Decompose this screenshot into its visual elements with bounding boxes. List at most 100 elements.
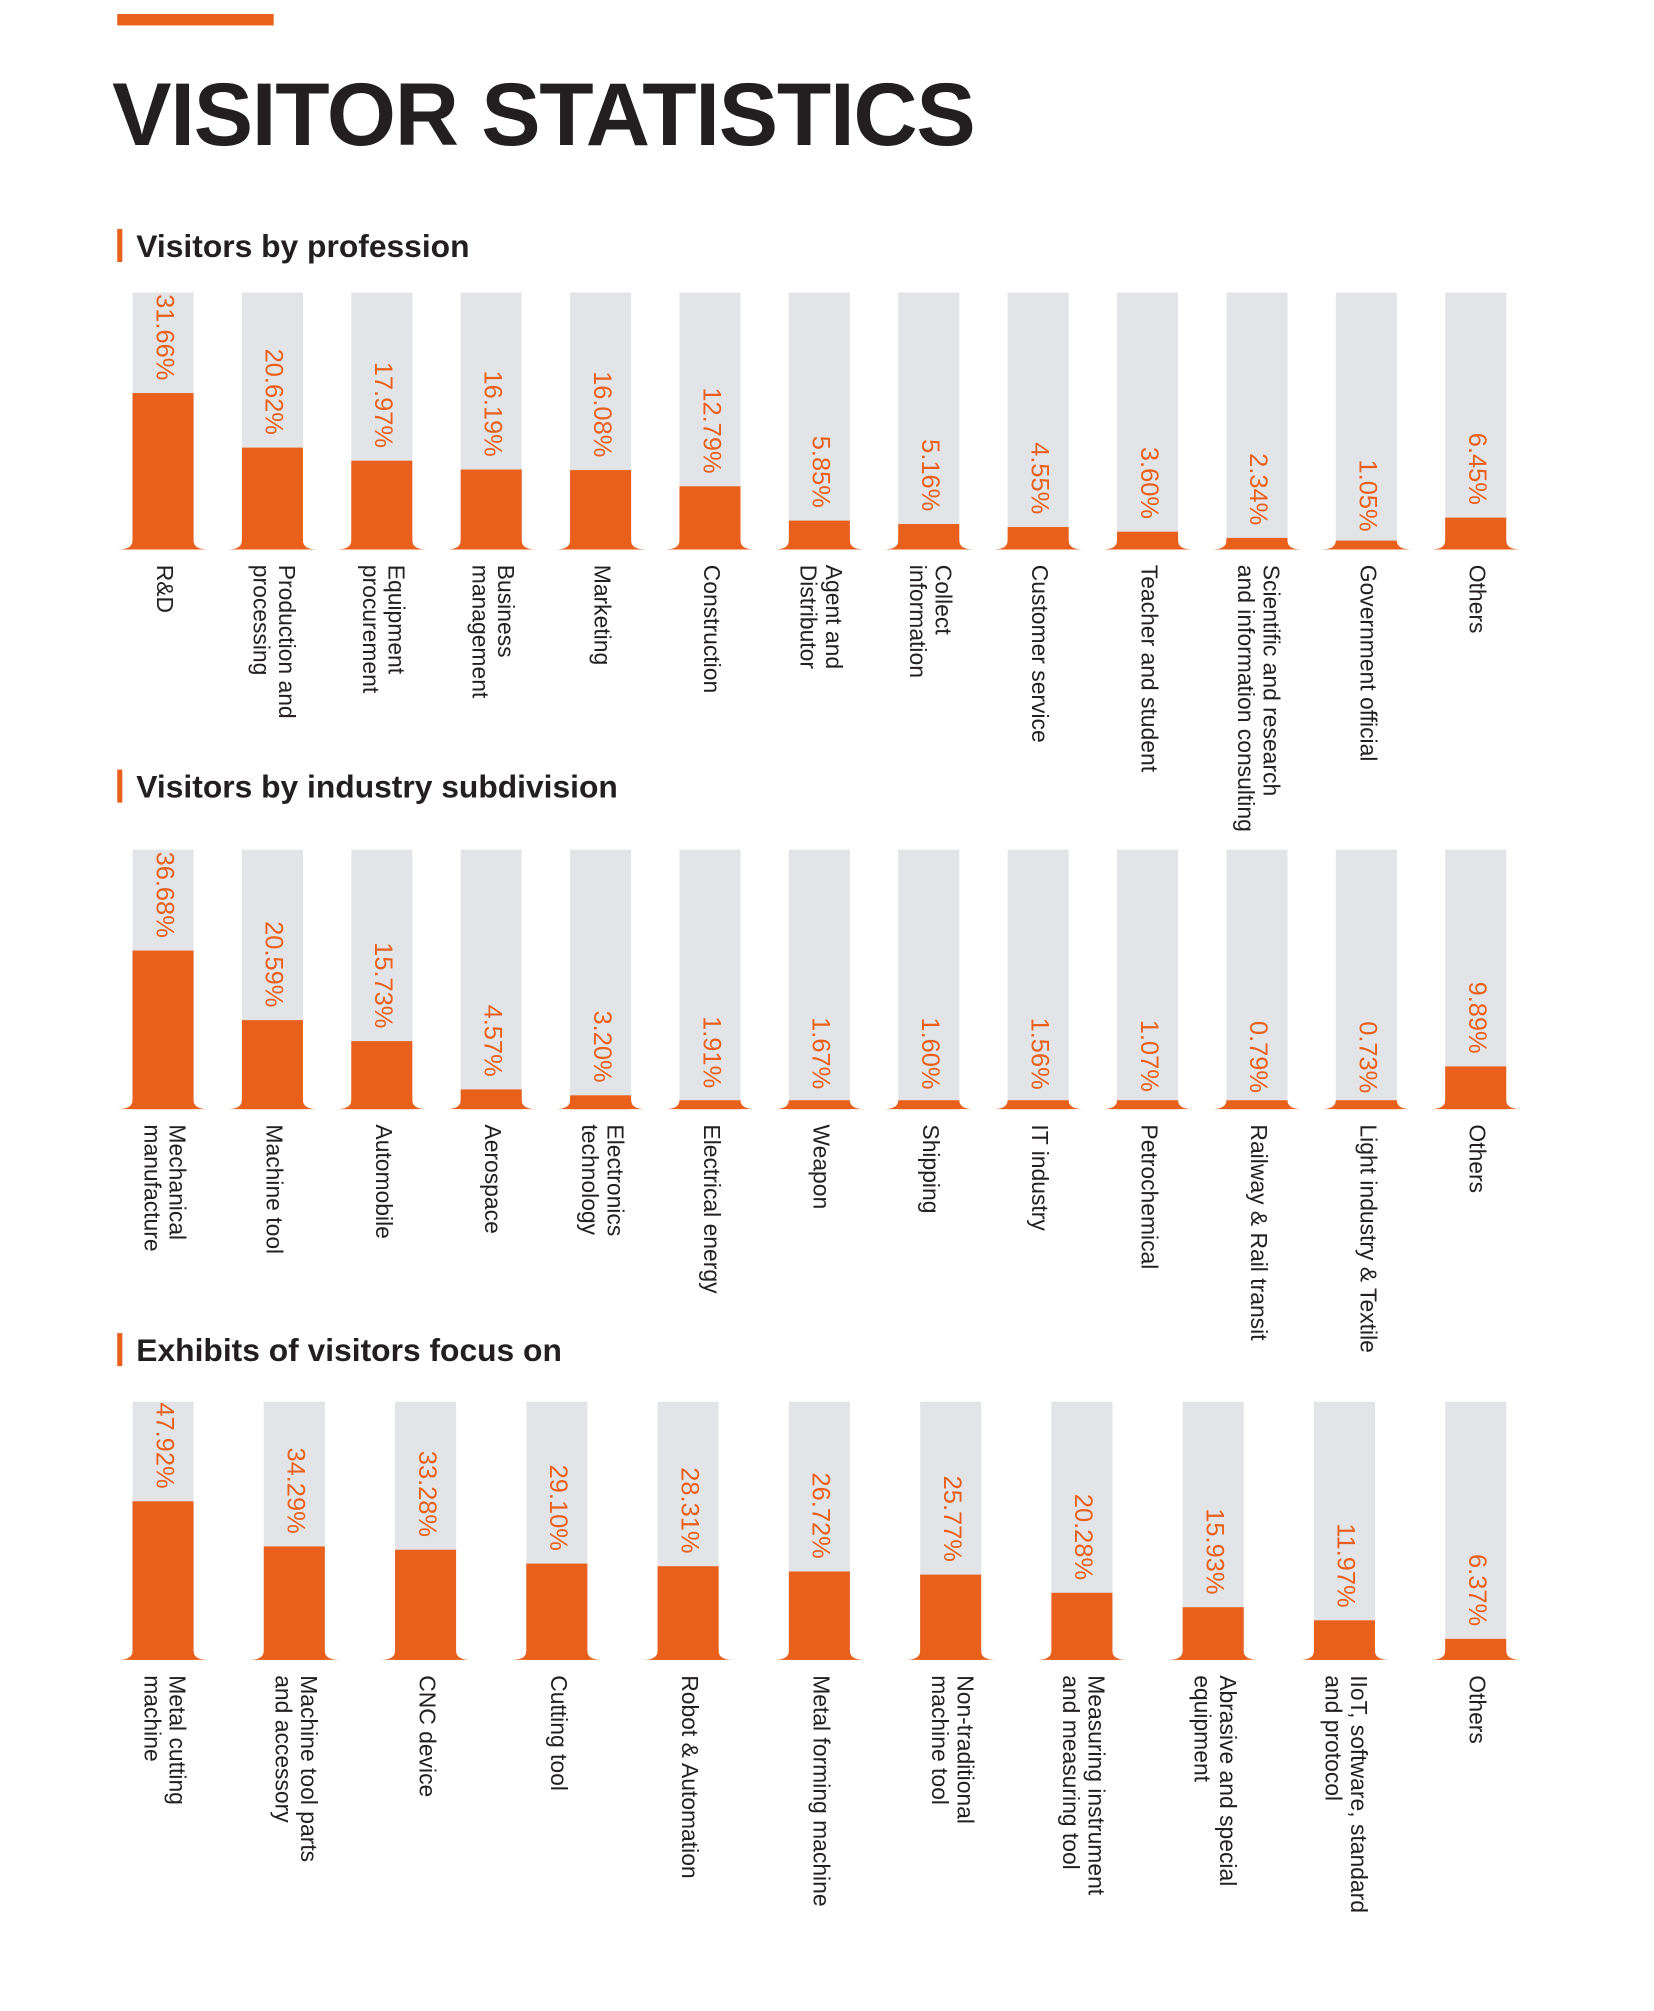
category-label: Measuring instrumentand measuring tool	[1058, 1675, 1109, 1896]
category-line: Others	[1465, 1675, 1491, 1744]
category-label: Others	[1465, 1675, 1491, 1744]
bar	[788, 520, 850, 550]
bar	[132, 393, 194, 550]
value-label: 26.72%	[807, 1473, 835, 1559]
bar-track	[1335, 292, 1397, 550]
bar	[898, 1102, 960, 1110]
category-line: R&D	[152, 565, 178, 613]
bar-track	[570, 849, 632, 1110]
bar-track	[898, 292, 960, 550]
category-label: Machine tool partsand accessory	[271, 1675, 322, 1862]
category-line: Mechanical	[165, 1124, 191, 1240]
category-line: management	[467, 565, 493, 699]
value-label: 33.28%	[413, 1451, 441, 1537]
category-label: Automobile	[371, 1124, 397, 1238]
bar-track	[788, 849, 850, 1110]
category-label: Shipping	[918, 1124, 944, 1213]
bar-track	[1313, 1401, 1375, 1660]
bar	[132, 950, 194, 1110]
bar	[1051, 1592, 1113, 1660]
bar-track	[1445, 849, 1507, 1110]
bar	[460, 469, 522, 550]
bar	[570, 1095, 632, 1110]
category-label: Government official	[1355, 565, 1381, 762]
value-label: 5.85%	[807, 436, 835, 508]
bar	[898, 523, 960, 550]
section-title: Visitors by industry subdivision	[136, 769, 618, 805]
category-label: Others	[1465, 565, 1491, 634]
section-title: Visitors by profession	[136, 228, 469, 264]
category-line: Robot & Automation	[677, 1675, 703, 1878]
category-label: Light industry & Textile	[1355, 1124, 1381, 1352]
value-label: 1.60%	[916, 1017, 944, 1089]
category-line: IT industry	[1027, 1124, 1053, 1231]
value-label: 16.19%	[478, 371, 506, 457]
bar-track	[788, 292, 850, 550]
category-line: Others	[1465, 1124, 1491, 1193]
category-label: R&D	[152, 565, 178, 613]
category-line: Railway & Rail transit	[1246, 1124, 1272, 1341]
category-line: information	[905, 565, 931, 678]
bar	[395, 1549, 457, 1660]
category-label: Non-traditionalmachine tool	[927, 1675, 978, 1824]
page-title: VISITOR STATISTICS	[112, 64, 974, 164]
category-line: Light industry & Textile	[1355, 1124, 1381, 1352]
bar	[460, 1089, 522, 1110]
category-line: Customer service	[1027, 565, 1053, 743]
value-label: 5.16%	[916, 439, 944, 511]
value-label: 20.62%	[260, 349, 288, 435]
value-label: 1.91%	[697, 1016, 725, 1088]
category-line: technology	[577, 1124, 603, 1235]
value-label: 15.93%	[1200, 1508, 1228, 1594]
section-accent	[117, 228, 123, 263]
value-label: 6.45%	[1463, 433, 1491, 505]
category-line: Non-traditional	[952, 1675, 978, 1824]
category-line: Business	[493, 565, 519, 658]
value-label: 0.79%	[1244, 1021, 1272, 1093]
category-line: Construction	[699, 565, 725, 693]
bar-track	[1007, 292, 1069, 550]
bar	[1117, 1104, 1179, 1110]
category-label: Abrasive and specialequipment	[1189, 1675, 1240, 1886]
category-label: Robot & Automation	[677, 1675, 703, 1878]
bar	[132, 1501, 194, 1660]
bar	[788, 1571, 850, 1660]
bar-track	[679, 849, 741, 1110]
bar	[1007, 1102, 1069, 1110]
bar	[526, 1563, 588, 1660]
category-label: Equipmentprocurement	[358, 565, 409, 694]
value-label: 1.07%	[1135, 1020, 1163, 1092]
value-label: 6.37%	[1463, 1554, 1491, 1626]
category-label: Agent andDistributor	[796, 565, 847, 670]
bar	[241, 447, 303, 550]
value-label: 12.79%	[697, 387, 725, 473]
title-accent	[117, 13, 274, 26]
category-line: machine tool	[927, 1675, 953, 1805]
value-label: 9.89%	[1463, 982, 1491, 1054]
value-label: 36.68%	[150, 852, 178, 938]
value-label: 0.73%	[1354, 1021, 1382, 1093]
bar	[1226, 1105, 1288, 1110]
value-label: 29.10%	[544, 1465, 572, 1551]
category-line: Collect	[930, 565, 956, 636]
bar	[1335, 1106, 1397, 1110]
category-label: Construction	[699, 565, 725, 693]
category-label: Metal forming machine	[808, 1675, 834, 1906]
bar	[1445, 1638, 1507, 1660]
bar	[351, 1041, 413, 1110]
section-title: Exhibits of visitors focus on	[136, 1332, 562, 1368]
category-label: IT industry	[1027, 1124, 1053, 1231]
bar	[1335, 544, 1397, 550]
category-line: Machine tool parts	[296, 1675, 322, 1862]
category-line: Abrasive and special	[1215, 1675, 1241, 1886]
category-label: Machine tool	[261, 1124, 287, 1254]
bar-track	[898, 849, 960, 1110]
category-label: CNC device	[415, 1675, 441, 1797]
value-label: 1.05%	[1354, 459, 1382, 531]
category-label: Electrical energy	[699, 1124, 725, 1294]
bar	[1445, 517, 1507, 550]
category-line: and measuring tool	[1058, 1675, 1084, 1870]
bar	[1182, 1607, 1244, 1660]
value-label: 20.28%	[1069, 1494, 1097, 1580]
